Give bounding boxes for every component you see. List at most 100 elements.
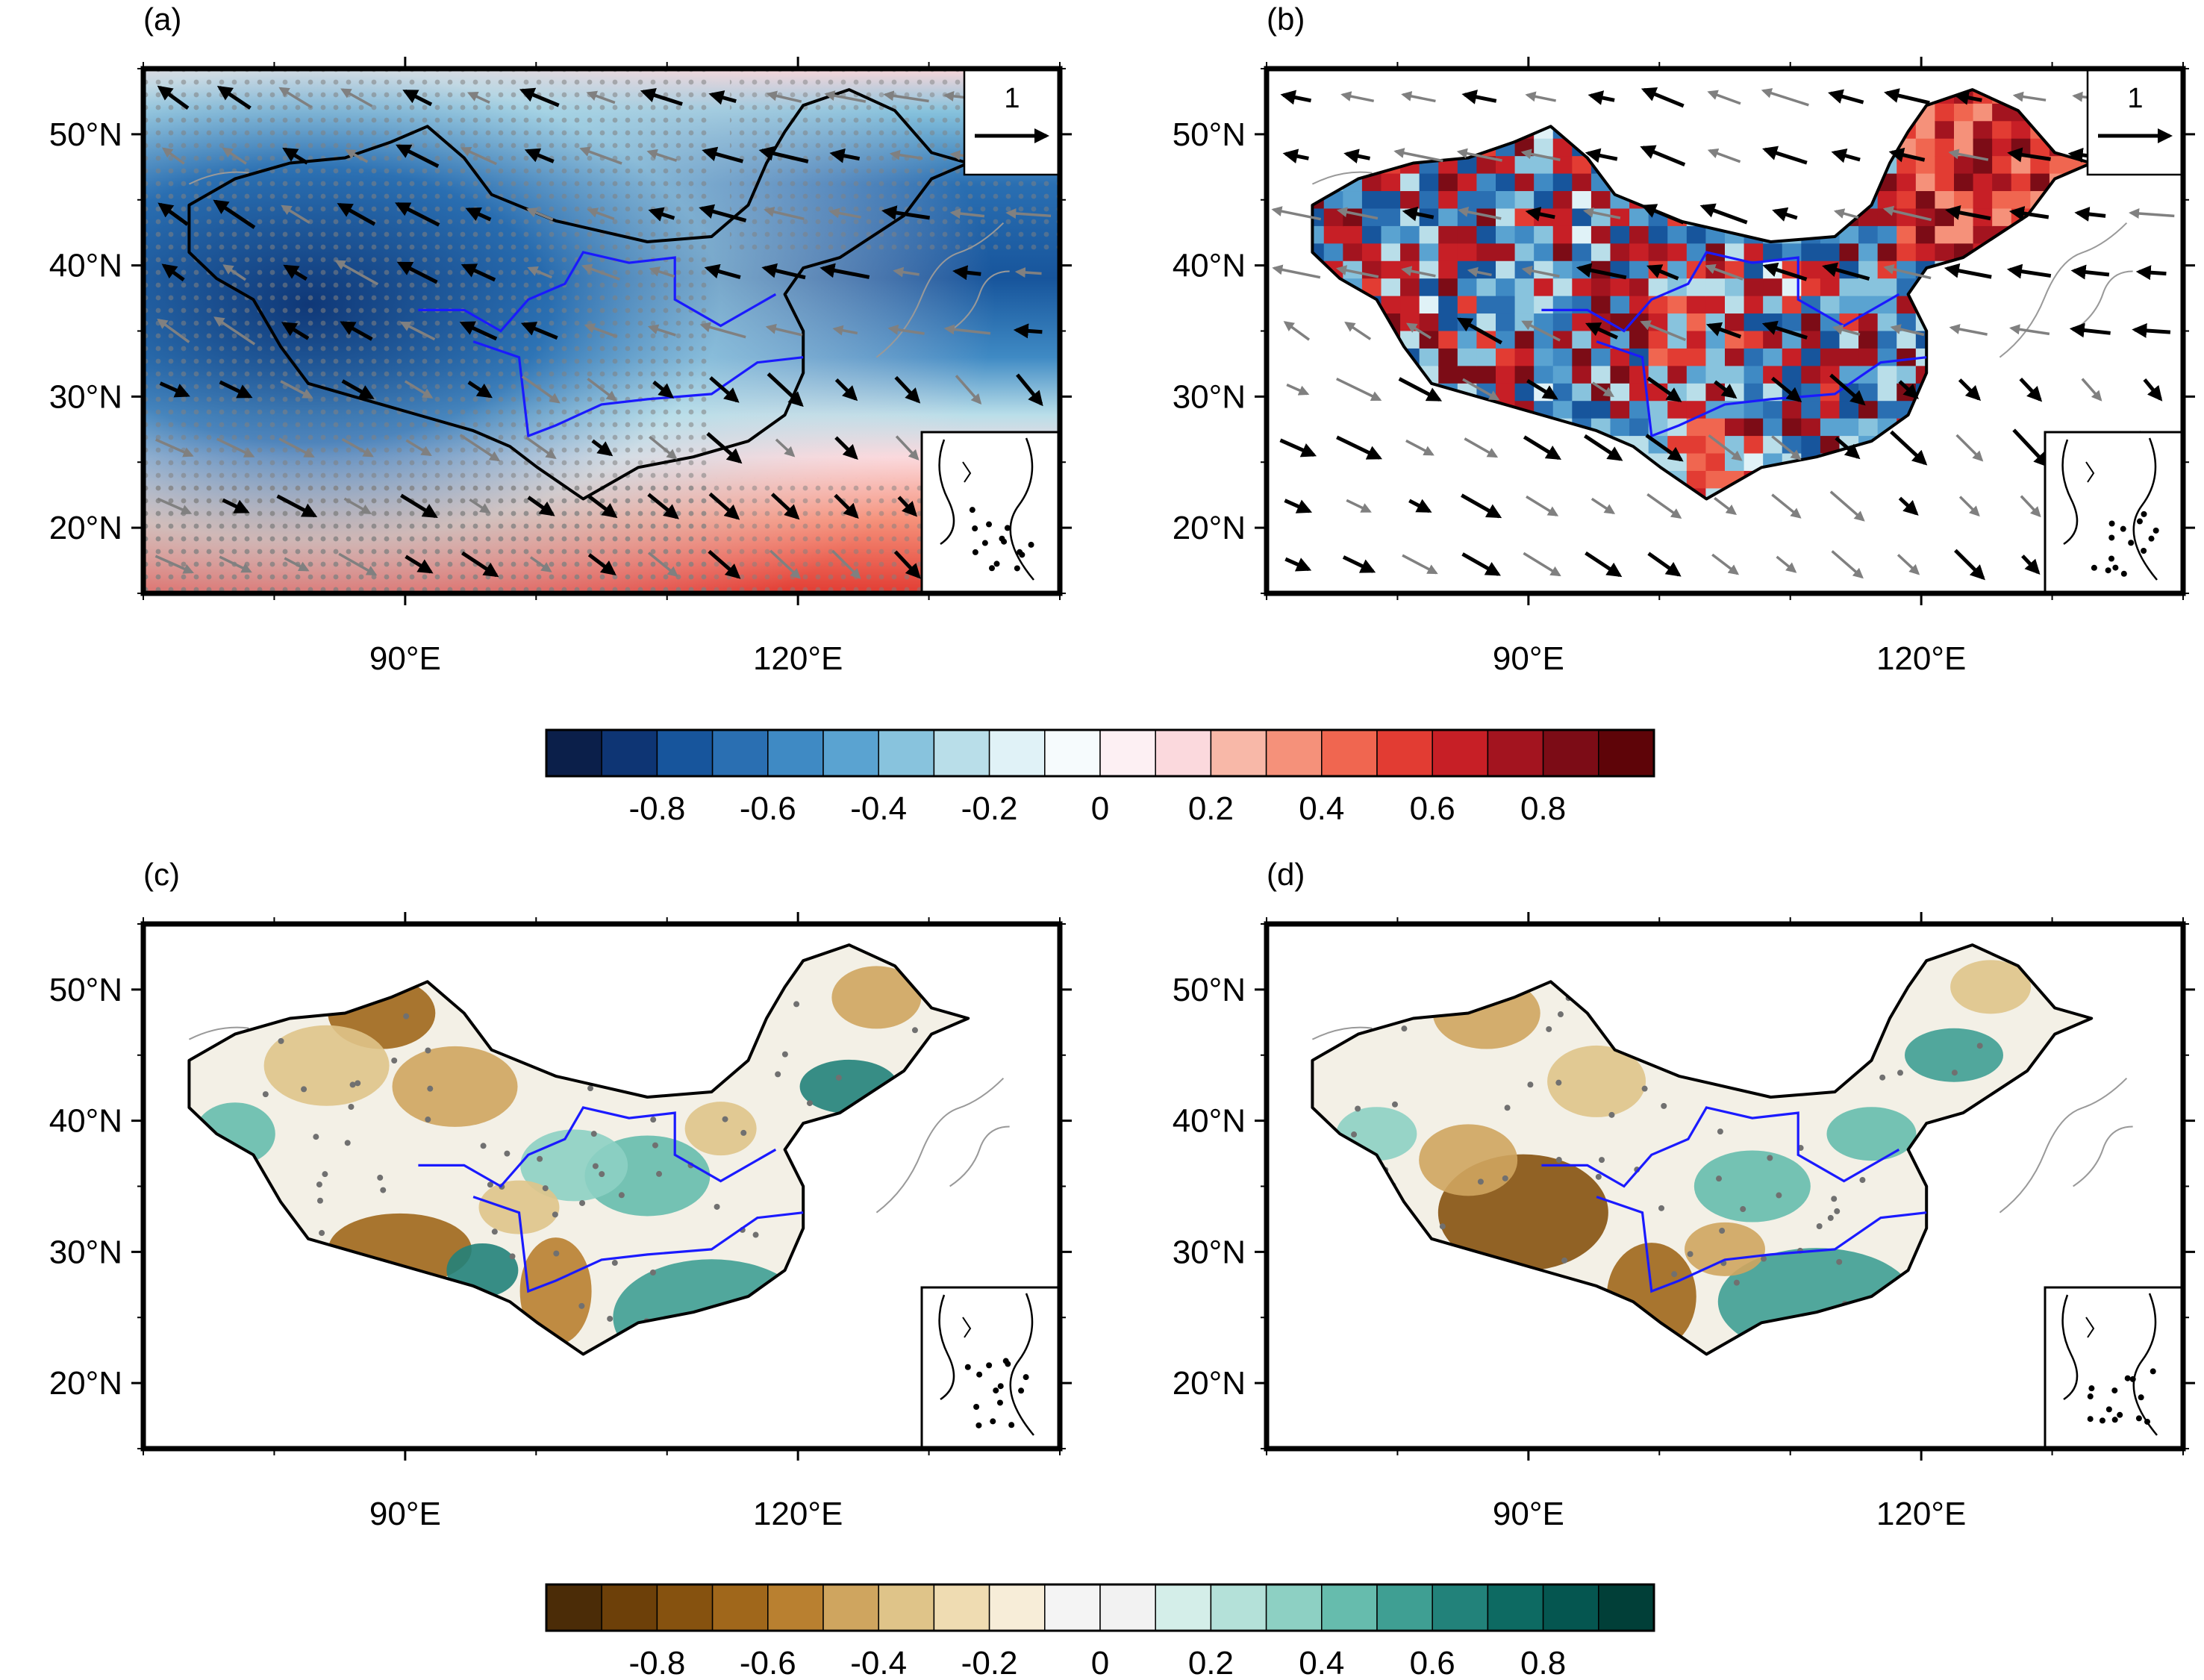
wind-arrow (2008, 206, 2050, 221)
wind-arrow (883, 90, 929, 103)
coastline (1999, 222, 2128, 358)
wind-arrow (219, 380, 253, 399)
colorbar-swatch (1542, 729, 1599, 777)
colorbar-swatch (1210, 729, 1267, 777)
wind-arrow (280, 380, 313, 399)
significance-dot (349, 1081, 356, 1088)
colorbar-swatch (1044, 729, 1101, 777)
colorbar-tick-label: -0.6 (740, 1645, 796, 1680)
significance-dot (611, 1260, 618, 1267)
wind-arrow (1762, 146, 1808, 165)
wind-arrow (829, 148, 861, 163)
significance-dot (1599, 1157, 1605, 1164)
significance-dot (425, 1117, 431, 1123)
wind-arrow (1282, 149, 1309, 164)
wind-arrow (1005, 208, 1052, 219)
wind-arrow (1822, 262, 1870, 281)
wind-arrow (340, 88, 373, 107)
wind-arrow (278, 437, 315, 458)
significance-dot (1879, 1074, 1886, 1081)
wind-arrow (334, 260, 379, 286)
lat-tick-label: 40°N (1173, 1103, 1246, 1140)
precip-anomaly-patch (519, 1237, 592, 1346)
wind-arrow (1829, 490, 1865, 522)
wind-arrow (343, 497, 372, 515)
colorbar-tick-label: 0 (1091, 1645, 1109, 1680)
wind-arrow (1346, 499, 1372, 513)
colorbar-swatch (767, 1584, 824, 1631)
wind-arrow (1945, 204, 1991, 221)
wind-arrow (699, 322, 746, 339)
precip-anomaly-patch (831, 966, 922, 1029)
wind-arrow (1280, 90, 1311, 105)
colorbar-tick-label: -0.4 (850, 790, 907, 827)
wind-arrow (1831, 148, 1861, 163)
wind-arrow (2007, 147, 2051, 163)
wind-arrow (1585, 148, 1618, 163)
wind-arrow (1829, 373, 1866, 406)
wind-arrow (469, 498, 491, 513)
wind-arrow (1521, 320, 1561, 342)
wind-arrow (640, 88, 683, 106)
wind-arrow (394, 202, 440, 227)
significance-dot (427, 1085, 434, 1092)
wind-arrow (282, 147, 309, 165)
wind-arrow (834, 493, 859, 519)
map-panel-c: 20°N 30°N 40°N 50°N 90°E 120°E (c) (49, 857, 1072, 1532)
wind-arrow (708, 549, 741, 579)
significance-dot (590, 1131, 597, 1137)
wind-arrow (281, 322, 310, 340)
wind-arrow (2006, 263, 2052, 279)
significance-dot (1557, 1011, 1564, 1018)
china-border (187, 88, 970, 501)
wind-arrow (1584, 434, 1623, 461)
colorbar-tick-label: 0 (1091, 790, 1109, 827)
precip-anomaly-patch (684, 1102, 757, 1156)
wind-arrow (579, 146, 622, 165)
significance-dot (1355, 1105, 1361, 1112)
wind-arrow (2019, 377, 2043, 402)
wind-arrow (157, 85, 190, 110)
wind-arrow (1467, 266, 1492, 278)
wind-arrow (649, 266, 675, 278)
precip-anomaly-patch (392, 1046, 518, 1127)
significance-dot (1836, 1258, 1843, 1265)
colorbar-tick-label: 0.4 (1299, 1645, 1344, 1680)
significance-dot (1546, 1025, 1552, 1032)
lat-tick-label: 40°N (1173, 248, 1246, 284)
wind-arrow (765, 323, 803, 337)
wind-arrow (1714, 496, 1738, 516)
lat-tick-label: 20°N (49, 510, 122, 546)
wind-arrow (1461, 552, 1501, 576)
wind-arrow (520, 322, 558, 340)
lat-tick-label: 20°N (1173, 1365, 1246, 1402)
wind-arrow (769, 549, 802, 579)
wind-arrow (881, 205, 931, 220)
lon-tick-label: 90°E (1493, 640, 1564, 677)
wind-arrow (1958, 496, 1980, 517)
panel-label: (b) (1267, 1, 1305, 37)
wind-arrow (646, 149, 678, 162)
wind-arrow (1898, 380, 1919, 399)
wind-arrow (1646, 264, 1679, 281)
lon-tick-label: 120°E (1876, 640, 1966, 677)
lon-tick-label: 90°E (369, 640, 441, 677)
reference-vector-box (2086, 67, 2185, 176)
colorbar-blue-red: -0.8 -0.6 -0.4 -0.2 0 0.2 0.4 0.6 0.8 (545, 728, 1655, 827)
wind-arrow (1708, 434, 1743, 461)
wind-arrow (770, 493, 800, 520)
significance-dot (740, 1129, 747, 1136)
significance-dot (1555, 1157, 1562, 1164)
wind-arrow (1016, 373, 1043, 407)
significance-dot (380, 1187, 387, 1193)
wind-arrow (278, 87, 313, 109)
colorbar-swatch (546, 729, 602, 777)
wind-arrow (281, 204, 310, 224)
wind-arrow (652, 380, 675, 399)
wind-arrow (1590, 497, 1616, 514)
coastline (1999, 1077, 2128, 1214)
wind-arrow (1344, 322, 1372, 340)
significance-dot (425, 1047, 431, 1054)
significance-dot (650, 1117, 657, 1123)
